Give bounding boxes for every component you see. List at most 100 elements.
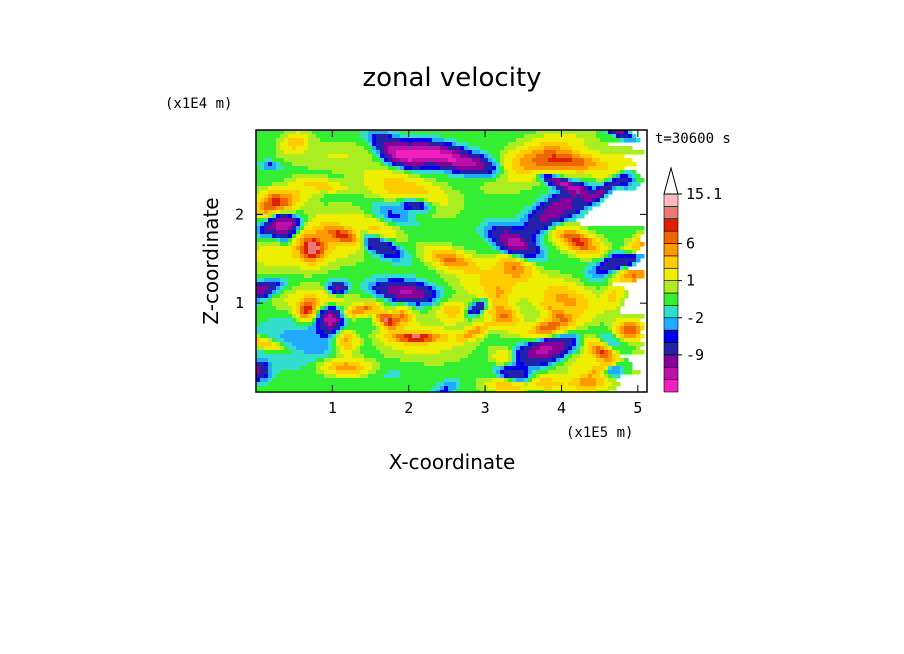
field-cell xyxy=(272,162,277,167)
field-cell xyxy=(616,362,633,367)
field-cell xyxy=(536,234,541,239)
field-cell xyxy=(292,286,325,291)
field-cell xyxy=(340,330,345,335)
field-cell xyxy=(428,278,445,283)
field-cell xyxy=(348,186,369,191)
field-cell xyxy=(368,230,397,235)
field-cell xyxy=(584,138,601,143)
field-cell xyxy=(432,262,441,267)
field-cell xyxy=(392,170,405,175)
field-cell xyxy=(412,290,425,295)
field-cell xyxy=(568,250,577,255)
field-cell xyxy=(372,274,417,279)
field-cell xyxy=(316,250,321,255)
field-cell xyxy=(616,266,621,271)
field-cell xyxy=(616,358,621,363)
field-cell xyxy=(260,226,265,231)
field-cell xyxy=(508,362,513,367)
field-cell xyxy=(620,246,625,251)
field-cell xyxy=(268,190,301,195)
field-cell xyxy=(364,210,373,215)
field-cell xyxy=(392,154,397,159)
field-cell xyxy=(408,338,425,343)
field-cell xyxy=(584,338,601,343)
field-cell xyxy=(448,338,457,343)
field-cell xyxy=(488,298,493,303)
field-cell xyxy=(400,130,537,135)
field-cell xyxy=(492,366,501,371)
field-cell xyxy=(256,354,329,359)
field-cell xyxy=(328,302,337,307)
field-cell xyxy=(332,338,337,343)
field-cell xyxy=(484,314,493,319)
field-cell xyxy=(392,346,453,351)
field-cell xyxy=(276,206,285,211)
field-cell xyxy=(628,270,645,275)
field-cell xyxy=(480,222,489,227)
field-cell xyxy=(396,162,405,167)
field-cell xyxy=(380,362,425,367)
field-cell xyxy=(380,218,385,223)
field-cell xyxy=(564,390,597,392)
field-cell xyxy=(332,322,337,327)
field-cell xyxy=(548,254,569,259)
field-cell xyxy=(528,342,533,347)
field-cell xyxy=(316,362,325,367)
field-cell xyxy=(316,366,321,371)
field-cell xyxy=(280,210,297,215)
field-cell xyxy=(272,218,277,223)
field-cell xyxy=(268,214,273,219)
field-cell xyxy=(416,250,425,255)
field-cell xyxy=(428,210,437,215)
field-cell xyxy=(340,350,353,355)
field-cell xyxy=(580,346,585,351)
field-cell xyxy=(624,322,637,327)
field-cell xyxy=(480,278,529,283)
field-cell xyxy=(300,190,321,195)
field-cell xyxy=(400,322,409,327)
field-cell xyxy=(580,246,589,251)
field-cell xyxy=(588,370,593,375)
field-cell xyxy=(416,214,433,219)
field-cell xyxy=(348,290,365,295)
field-cell xyxy=(612,334,617,339)
field-cell xyxy=(624,338,641,343)
field-cell xyxy=(348,338,353,343)
field-cell xyxy=(256,378,261,383)
field-cell xyxy=(280,346,285,351)
field-cell xyxy=(408,250,417,255)
field-cell xyxy=(416,314,437,319)
field-cell xyxy=(548,322,561,327)
field-cell xyxy=(456,382,461,387)
field-cell xyxy=(480,146,505,151)
field-cell xyxy=(568,238,573,243)
field-cell xyxy=(296,238,301,243)
field-cell xyxy=(468,154,481,159)
field-cell xyxy=(380,338,389,343)
field-cell xyxy=(604,374,609,379)
field-cell xyxy=(436,162,453,167)
field-cell xyxy=(592,154,625,159)
field-cell xyxy=(576,214,585,219)
field-cell xyxy=(436,294,441,299)
field-cell xyxy=(276,154,329,159)
field-cell xyxy=(532,374,537,379)
field-cell xyxy=(324,350,333,355)
field-cell xyxy=(480,274,513,279)
field-cell xyxy=(572,182,581,187)
field-cell xyxy=(524,314,541,319)
field-cell xyxy=(636,138,641,143)
field-cell xyxy=(416,318,441,323)
field-cell xyxy=(492,166,497,171)
field-cell xyxy=(364,178,385,183)
field-cell xyxy=(376,142,385,147)
field-cell xyxy=(608,346,613,351)
field-cell xyxy=(520,354,529,359)
field-cell xyxy=(328,174,345,179)
field-cell xyxy=(440,334,449,339)
field-cell xyxy=(364,182,385,187)
field-cell xyxy=(432,386,441,391)
field-cell xyxy=(296,222,301,227)
